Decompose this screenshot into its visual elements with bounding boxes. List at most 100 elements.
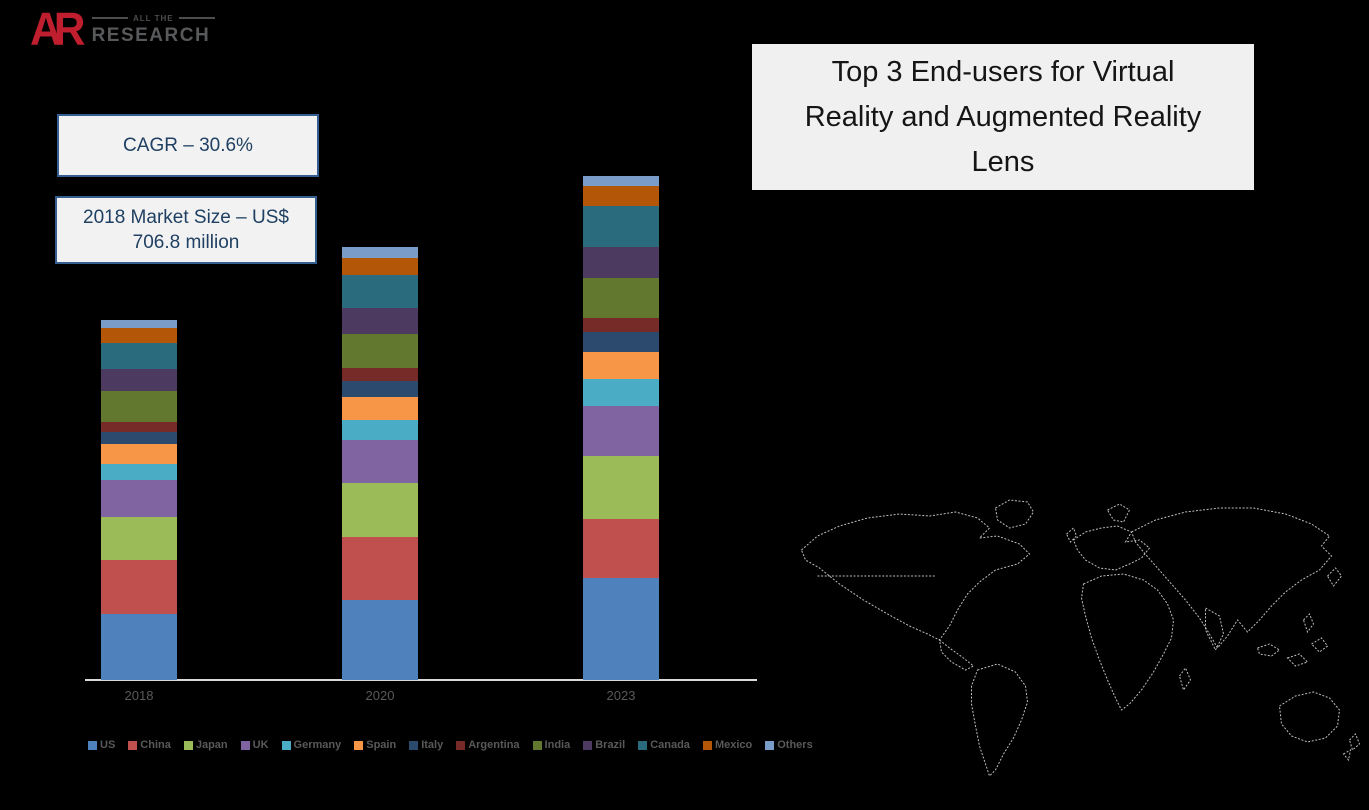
bar-segment-2023-uk xyxy=(583,406,659,456)
logo-name: RESEARCH xyxy=(91,24,211,46)
tagline-rule-left xyxy=(91,17,128,19)
bar-segment-2020-spain xyxy=(342,397,418,420)
legend-label-argentina: Argentina xyxy=(468,739,520,751)
legend-swatch-germany xyxy=(281,740,291,750)
bar-segment-2020-others xyxy=(342,247,418,258)
legend-label-brazil: Brazil xyxy=(595,739,626,751)
market-size-annotation-box: 2018 Market Size – US$ 706.8 million xyxy=(55,196,317,264)
bar-segment-2020-argentina xyxy=(342,368,418,381)
legend-item-mexico: Mexico xyxy=(702,739,753,751)
bar-segment-2018-china xyxy=(101,560,177,614)
bar-segment-2023-india xyxy=(583,278,659,318)
bar-segment-2023-japan xyxy=(583,456,659,519)
bar-segment-2020-uk xyxy=(342,440,418,483)
market-size-line1: 2018 Market Size – US$ xyxy=(83,207,289,228)
bar-segment-2023-spain xyxy=(583,352,659,379)
map-new-zealand-south xyxy=(1342,749,1352,762)
bar-segment-2023-mexico xyxy=(583,186,659,206)
map-africa xyxy=(1080,573,1175,711)
map-south-america xyxy=(971,663,1029,777)
title-line-1: Top 3 End-users for Virtual xyxy=(831,55,1175,88)
legend-label-uk: UK xyxy=(252,739,269,751)
bar-segment-2018-others xyxy=(101,320,177,328)
bar-segment-2018-mexico xyxy=(101,328,177,343)
world-map xyxy=(800,499,1361,777)
bar-segment-2018-germany xyxy=(101,464,177,480)
map-philippines xyxy=(1302,613,1315,634)
legend-swatch-spain xyxy=(354,740,364,750)
chart-legend: US China Japan UK Germany Spain Italy Argentina… xyxy=(88,739,813,751)
legend-swatch-italy xyxy=(409,740,419,750)
bar-segment-2020-brazil xyxy=(342,308,418,334)
legend-item-india: India xyxy=(532,739,571,751)
legend-label-others: Others xyxy=(777,739,813,751)
x-tick-2023: 2023 xyxy=(606,688,636,703)
legend-label-italy: Italy xyxy=(421,739,444,751)
legend-swatch-canada xyxy=(638,740,648,750)
bar-segment-2018-spain xyxy=(101,444,177,464)
chart-title-box: Top 3 End-users for Virtual Reality and … xyxy=(752,44,1254,190)
legend-swatch-brazil xyxy=(583,740,593,750)
bar-segment-2023-canada xyxy=(583,206,659,247)
bar-segment-2020-italy xyxy=(342,381,418,397)
bar-segment-2020-india xyxy=(342,334,418,368)
legend-item-us: US xyxy=(88,739,115,751)
legend-label-mexico: Mexico xyxy=(714,739,753,751)
legend-item-argentina: Argentina xyxy=(456,739,520,751)
cagr-text: CAGR – 30.6% xyxy=(123,135,253,156)
bar-2018 xyxy=(101,320,177,680)
bar-segment-2020-germany xyxy=(342,420,418,440)
bar-segment-2020-canada xyxy=(342,275,418,308)
bar-segment-2023-others xyxy=(583,176,659,186)
legend-item-germany: Germany xyxy=(281,739,342,751)
map-madagascar xyxy=(1178,667,1192,692)
legend-swatch-us xyxy=(88,740,97,750)
legend-label-us: US xyxy=(100,739,116,751)
legend-swatch-uk xyxy=(240,740,250,750)
bar-segment-2023-italy xyxy=(583,332,659,352)
bar-segment-2023-argentina xyxy=(583,318,659,332)
bar-segment-2020-china xyxy=(342,537,418,600)
tagline-rule-right xyxy=(178,17,216,19)
x-tick-2020: 2020 xyxy=(365,688,395,703)
title-line-2: Reality and Augmented Reality xyxy=(804,100,1202,133)
market-size-line2: 706.8 million xyxy=(132,232,240,253)
bar-segment-2018-brazil xyxy=(101,369,177,391)
title-line-3: Lens xyxy=(971,145,1035,178)
bar-segment-2023-brazil xyxy=(583,247,659,278)
map-indonesia-1 xyxy=(1256,643,1281,657)
map-asia xyxy=(1130,507,1333,649)
logo-wordmark: ALL THE RESEARCH xyxy=(91,13,216,47)
legend-swatch-others xyxy=(765,740,775,750)
map-scandinavia xyxy=(1106,503,1131,523)
legend-label-japan: Japan xyxy=(195,739,228,751)
legend-label-china: China xyxy=(140,739,171,751)
bar-segment-2020-mexico xyxy=(342,258,418,275)
logo-ar-monogram: AR xyxy=(30,3,85,56)
legend-swatch-argentina xyxy=(456,740,466,750)
bar-segment-2018-japan xyxy=(101,517,177,560)
legend-label-india: India xyxy=(544,739,571,751)
logo-tagline-row: ALL THE xyxy=(91,13,216,23)
legend-item-italy: Italy xyxy=(409,739,443,751)
legend-item-brazil: Brazil xyxy=(583,739,625,751)
map-australia xyxy=(1278,691,1341,743)
map-central-america xyxy=(938,638,975,671)
bar-segment-2018-uk xyxy=(101,480,177,517)
legend-item-spain: Spain xyxy=(354,739,396,751)
all-the-research-logo: AR ALL THE RESEARCH xyxy=(30,3,216,57)
bar-segment-2018-canada xyxy=(101,343,177,369)
legend-label-canada: Canada xyxy=(650,739,690,751)
legend-label-spain: Spain xyxy=(366,739,397,751)
map-indonesia-3 xyxy=(1310,637,1329,653)
legend-item-japan: Japan xyxy=(183,739,228,751)
logo-tagline: ALL THE xyxy=(132,13,174,23)
legend-item-china: China xyxy=(128,739,171,751)
map-india xyxy=(1205,607,1225,652)
bar-segment-2018-us xyxy=(101,614,177,680)
bar-segment-2018-india xyxy=(101,391,177,422)
bar-segment-2018-italy xyxy=(101,432,177,444)
map-europe xyxy=(1072,525,1151,571)
legend-label-germany: Germany xyxy=(293,739,342,751)
bar-segment-2018-argentina xyxy=(101,422,177,432)
